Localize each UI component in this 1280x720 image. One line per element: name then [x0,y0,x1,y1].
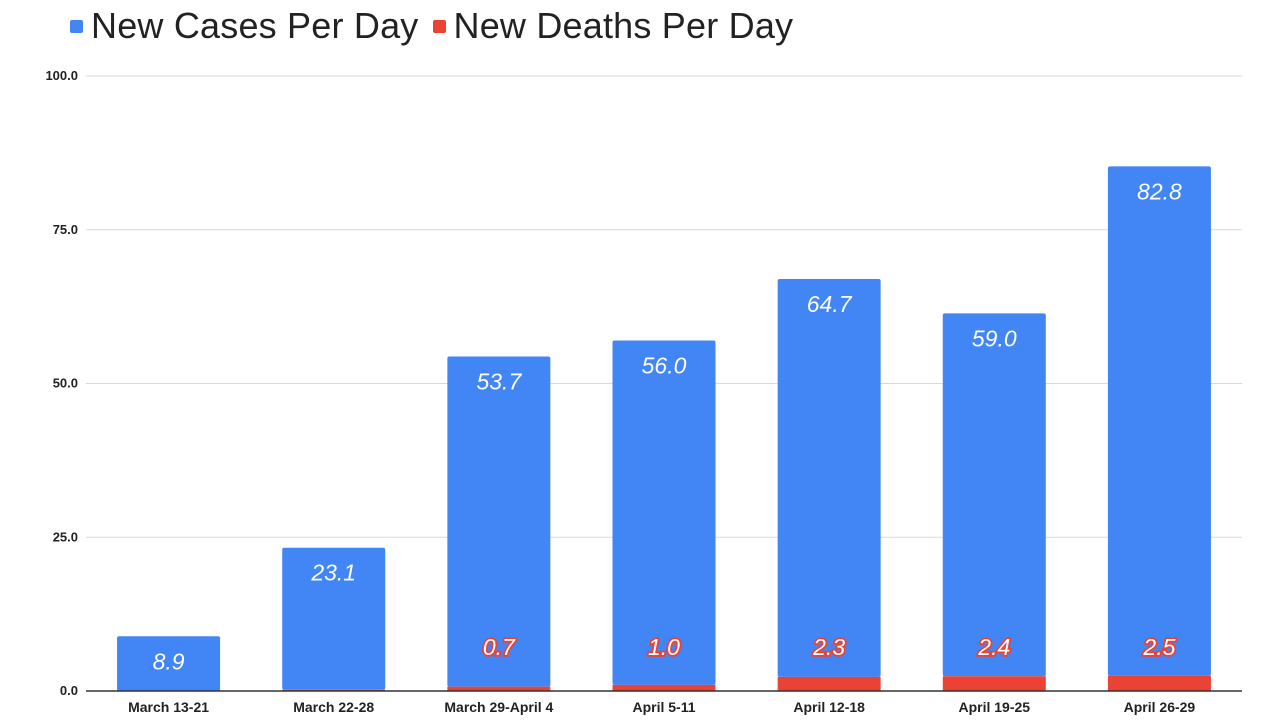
bar-deaths [777,676,881,691]
bar-deaths [612,684,716,691]
bar-cases [117,636,221,691]
y-tick-label: 75.0 [53,222,78,237]
y-tick-label: 25.0 [53,529,78,544]
bar-label-deaths: 2.5 [1142,634,1175,660]
x-tick-label: April 5-11 [632,699,695,715]
axes: 0.0 25.0 50.0 75.0 100.0 March 13-21 March 22-… [45,68,1242,715]
bar-label-cases: 8.9 [153,648,185,674]
x-tick-label: March 13-21 [128,699,209,715]
y-tick-label: 100.0 [45,68,78,83]
bar-label-deaths: 2.4 [977,634,1010,660]
bar-label-deaths: 1.0 [648,634,680,660]
data-labels: 8.9 23.1 53.7 0.7 56.0 1.0 64.7 2.3 59.0 2.4 82.8 2… [153,178,1182,674]
bars [117,166,1211,691]
x-tick-label: March 29-April 4 [444,699,553,715]
bar-cases [1107,166,1211,676]
y-tick-label: 0.0 [60,683,78,698]
legend-label-cases: New Cases Per Day [91,5,419,46]
bar-deaths [1107,675,1211,691]
legend-item-deaths[interactable]: New Deaths Per Day [432,5,794,47]
x-tick-label: April 12-18 [793,699,865,715]
legend-swatch-deaths [432,19,446,33]
y-tick-label: 50.0 [53,376,78,391]
bar-label-cases: 82.8 [1137,178,1182,204]
bar-label-deaths: 0.7 [483,634,516,660]
bar-cases [282,547,386,690]
bar-label-cases: 53.7 [476,368,522,394]
legend-item-cases[interactable]: New Cases Per Day [70,5,419,47]
bar-cases [942,313,1046,677]
legend-swatch-cases [70,19,83,33]
x-tick-label: April 26-29 [1124,699,1196,715]
bar-deaths [942,676,1046,691]
bar-label-deaths: 2.3 [812,634,845,660]
bar-label-cases: 56.0 [642,352,687,378]
chart-legend: New Cases Per Day New Deaths Per Day [70,4,807,48]
bar-deaths [447,686,551,691]
bar-label-cases: 59.0 [972,325,1017,351]
x-tick-label: March 22-28 [293,699,374,715]
bar-label-cases: 64.7 [807,291,853,317]
bar-cases [777,278,881,677]
legend-label-deaths: New Deaths Per Day [453,5,794,46]
bar-cases [612,340,716,685]
x-tick-label: April 19-25 [958,699,1030,715]
bar-label-cases: 23.1 [310,560,356,586]
bar-cases [447,356,551,687]
